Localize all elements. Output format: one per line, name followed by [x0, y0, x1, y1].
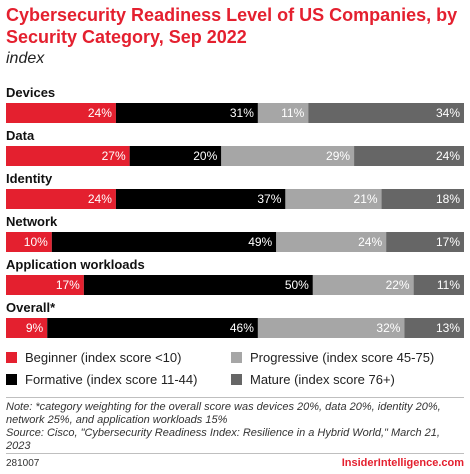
bar-overall-progressive [257, 318, 405, 338]
value-label-identity-progressive: 21% [354, 192, 378, 206]
legend-item-progressive: Progressive (index score 45-75) [231, 350, 434, 365]
bar-overall-mature [404, 318, 464, 338]
legend: Beginner (index score <10) Formative (in… [6, 350, 466, 390]
bar-devices-progressive [257, 103, 309, 123]
value-label-devices-progressive: 11% [281, 106, 304, 120]
value-label-network-progressive: 24% [358, 235, 382, 249]
legend-label-progressive: Progressive (index score 45-75) [250, 350, 435, 365]
value-label-devices-beginner: 24% [88, 106, 112, 120]
bar-network-formative [51, 232, 277, 252]
bar-overall-beginner [6, 318, 48, 338]
bar-data-progressive [221, 146, 355, 166]
bar-overall-formative [47, 318, 258, 338]
bar-devices-beginner [6, 103, 116, 123]
chart-title: Cybersecurity Readiness Level of US Comp… [6, 5, 458, 47]
bar-network-mature [386, 232, 464, 252]
stacked-bar-chart: Devices 24% 31% 11% 34% Data 27% 20% 29% 24% Ident… [6, 85, 464, 338]
legend-item-beginner: Beginner (index score <10) [6, 350, 181, 365]
bar-identity-beginner [6, 189, 116, 209]
bar-devices-formative [115, 103, 258, 123]
bar-network-progressive [276, 232, 387, 252]
category-label-devices: Devices [6, 85, 55, 100]
bar-identity-progressive [285, 189, 382, 209]
category-label-overall: Overall* [6, 300, 56, 315]
value-label-application-workloads-formative: 50% [285, 278, 309, 292]
note-block: Note: *category weighting for the overal… [6, 401, 466, 453]
chart-id: 281007 [6, 458, 40, 469]
value-label-network-mature: 17% [436, 235, 460, 249]
value-label-network-formative: 49% [248, 235, 272, 249]
value-label-devices-mature: 34% [436, 106, 460, 120]
chart-subtitle: index [6, 50, 45, 67]
value-label-identity-mature: 18% [436, 192, 460, 206]
value-label-application-workloads-mature: 11% [437, 278, 460, 292]
note-divider [6, 397, 464, 398]
value-label-network-beginner: 10% [24, 235, 48, 249]
value-label-identity-beginner: 24% [88, 192, 112, 206]
legend-swatch-progressive [231, 352, 242, 363]
value-label-application-workloads-progressive: 22% [386, 278, 410, 292]
brand-link[interactable]: InsiderIntelligence.com [341, 457, 464, 469]
value-label-identity-formative: 37% [257, 192, 281, 206]
value-label-devices-formative: 31% [230, 106, 254, 120]
bar-application-workloads-formative [83, 275, 313, 295]
note-text: Note: *category weighting for the overal… [6, 401, 441, 426]
value-label-data-beginner: 27% [102, 149, 126, 163]
legend-swatch-mature [231, 374, 242, 385]
bar-data-beginner [6, 146, 130, 166]
legend-item-formative: Formative (index score 11-44) [6, 372, 197, 387]
legend-item-mature: Mature (index score 76+) [231, 372, 395, 387]
bar-identity-mature [381, 189, 464, 209]
value-label-data-progressive: 29% [326, 149, 350, 163]
category-label-application-workloads: Application workloads [6, 257, 145, 272]
source-text: Source: Cisco, "Cybersecurity Readiness … [6, 427, 440, 452]
bar-data-formative [129, 146, 222, 166]
value-label-overall-formative: 46% [230, 321, 254, 335]
category-label-identity: Identity [6, 171, 53, 186]
category-label-data: Data [6, 128, 35, 143]
bar-application-workloads-beginner [6, 275, 84, 295]
value-label-overall-mature: 13% [436, 321, 460, 335]
category-label-network: Network [6, 214, 58, 229]
bar-network-beginner [6, 232, 52, 252]
bar-identity-formative [115, 189, 286, 209]
bar-devices-mature [308, 103, 464, 123]
value-label-application-workloads-beginner: 17% [56, 278, 80, 292]
value-label-data-formative: 20% [193, 149, 217, 163]
legend-label-formative: Formative (index score 11-44) [25, 372, 198, 387]
value-label-overall-beginner: 9% [26, 321, 44, 335]
legend-label-beginner: Beginner (index score <10) [25, 350, 182, 365]
bar-application-workloads-mature [413, 275, 464, 295]
value-label-overall-progressive: 32% [376, 321, 400, 335]
legend-swatch-formative [6, 374, 17, 385]
bar-application-workloads-progressive [312, 275, 414, 295]
bar-data-mature [354, 146, 464, 166]
legend-label-mature: Mature (index score 76+) [250, 372, 395, 387]
footer-divider [6, 453, 464, 454]
value-label-data-mature: 24% [436, 149, 460, 163]
legend-swatch-beginner [6, 352, 17, 363]
